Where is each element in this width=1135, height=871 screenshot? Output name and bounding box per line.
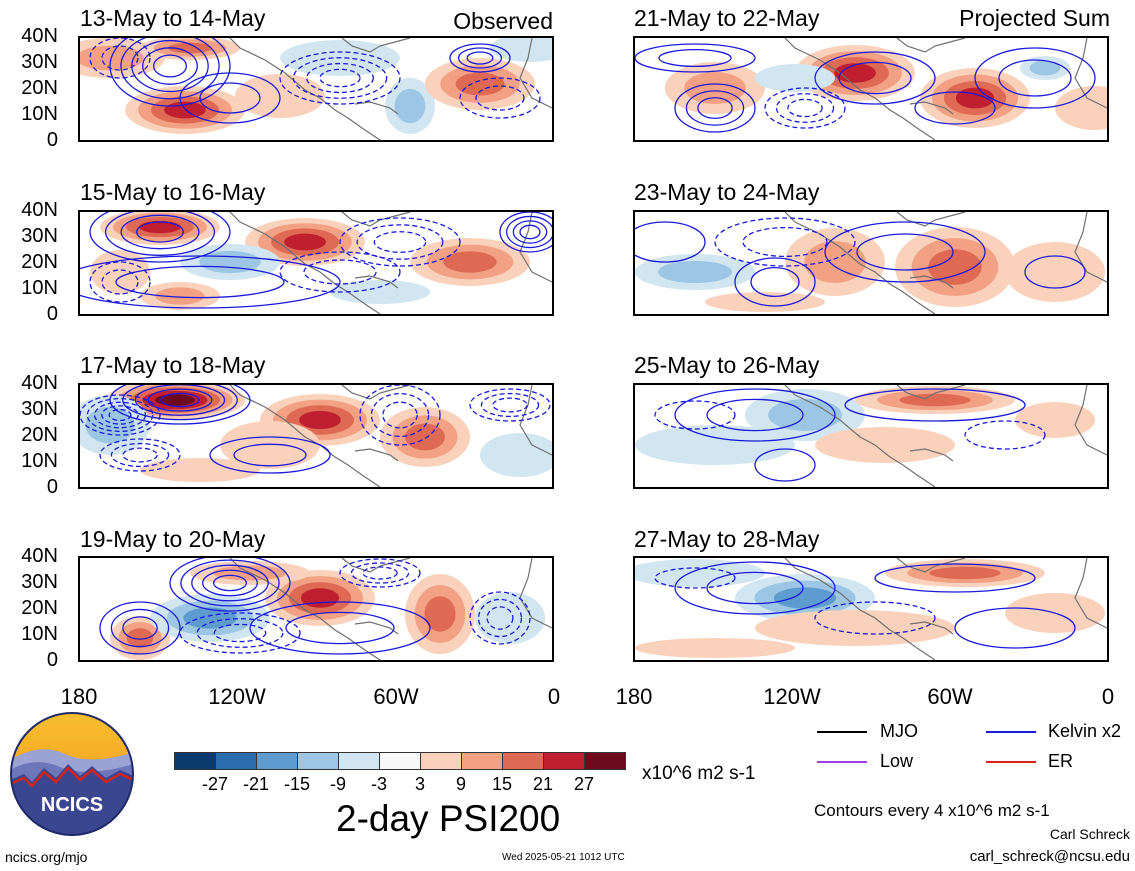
- colorbar-swatch: [420, 752, 462, 770]
- main-title: 2-day PSI200: [336, 798, 561, 839]
- panel-title-5: 21-May to 22-May: [634, 5, 820, 31]
- y-tick: 40N: [21, 199, 58, 221]
- y-tick: 20N: [21, 424, 58, 446]
- y-tick: 0: [46, 476, 58, 498]
- colorbar-tick-label: 21: [532, 774, 554, 794]
- y-tick: 30N: [21, 571, 58, 593]
- author-email: carl_schreck@ncsu.edu: [969, 848, 1130, 865]
- legend-label-mjo: MJO: [880, 721, 918, 741]
- colorbar-tick-label: -21: [242, 774, 270, 794]
- y-tick: 20N: [21, 597, 58, 619]
- panel-title-1: 13-May to 14-May: [80, 5, 266, 31]
- colorbar-swatch: [502, 752, 544, 770]
- colorbar-units: x10^6 m2 s-1: [642, 763, 756, 784]
- x-tick: 0: [1101, 684, 1115, 709]
- y-tick: 10N: [21, 623, 58, 645]
- map-panel-8: [633, 556, 1109, 662]
- author-name: Carl Schreck: [1049, 826, 1130, 842]
- colorbar-swatch: [461, 752, 503, 770]
- x-tick: 60W: [373, 684, 419, 709]
- legend-label-er: ER: [1048, 751, 1074, 771]
- panel-title-8: 27-May to 28-May: [634, 526, 820, 552]
- x-tick: 180: [615, 684, 653, 709]
- colorbar-tick-label: 3: [414, 774, 426, 794]
- y-tick: 30N: [21, 225, 58, 247]
- y-tick: 10N: [21, 103, 58, 125]
- colorbar-swatch: [297, 752, 339, 770]
- panel-title-3: 17-May to 18-May: [80, 352, 266, 378]
- x-tick: 0: [547, 684, 561, 709]
- timestamp: Wed 2025-05-21 1012 UTC: [502, 852, 625, 863]
- legend-line-er: [986, 761, 1036, 763]
- observed-label: Observed: [453, 8, 553, 34]
- y-tick: 0: [46, 303, 58, 325]
- x-tick: 120W: [208, 684, 266, 709]
- legend-label-kelvin: Kelvin x2: [1048, 721, 1122, 741]
- colorbar-tick-label: -9: [329, 774, 347, 794]
- colorbar-swatch: [379, 752, 421, 770]
- colorbar-tick-label: -27: [201, 774, 229, 794]
- legend-label-low: Low: [880, 751, 914, 771]
- colorbar-swatch: [543, 752, 585, 770]
- colorbar-tick-label: 27: [573, 774, 595, 794]
- colorbar-swatch: [584, 752, 626, 770]
- x-tick: 180: [60, 684, 98, 709]
- map-panel-1: [78, 36, 554, 142]
- colorbar-swatch: [215, 752, 257, 770]
- y-tick: 0: [46, 129, 58, 151]
- ncics-logo: NCICS: [10, 712, 134, 836]
- y-tick: 20N: [21, 251, 58, 273]
- colorbar-tick-label: -15: [283, 774, 311, 794]
- colorbar-tick-label: 15: [491, 774, 513, 794]
- y-tick: 40N: [21, 545, 58, 567]
- logo-text: NCICS: [41, 794, 103, 816]
- map-panel-4: [78, 556, 554, 662]
- colorbar-swatch: [174, 752, 216, 770]
- map-panel-5: [633, 36, 1109, 142]
- y-tick: 10N: [21, 277, 58, 299]
- y-tick: 40N: [21, 372, 58, 394]
- y-tick: 40N: [21, 25, 58, 47]
- contour-note: Contours every 4 x10^6 m2 s-1: [814, 801, 1050, 820]
- site-url: ncics.org/mjo: [5, 849, 88, 865]
- colorbar-tick-label: -3: [370, 774, 388, 794]
- x-tick: 120W: [763, 684, 821, 709]
- x-tick: 60W: [927, 684, 973, 709]
- panel-title-7: 25-May to 26-May: [634, 352, 820, 378]
- panel-title-6: 23-May to 24-May: [634, 179, 820, 205]
- legend-line-kelvin: [986, 731, 1036, 733]
- panel-title-4: 19-May to 20-May: [80, 526, 266, 552]
- y-tick: 10N: [21, 450, 58, 472]
- map-panel-6: [633, 210, 1109, 316]
- colorbar-swatch: [256, 752, 298, 770]
- y-tick: 30N: [21, 398, 58, 420]
- map-panel-2: [78, 210, 554, 316]
- panel-title-2: 15-May to 16-May: [80, 179, 266, 205]
- legend-line-mjo: [817, 731, 867, 733]
- y-tick: 30N: [21, 51, 58, 73]
- colorbar-swatch: [338, 752, 380, 770]
- legend-line-low: [817, 761, 867, 763]
- y-tick: 20N: [21, 77, 58, 99]
- y-tick: 0: [46, 649, 58, 671]
- map-panel-7: [633, 383, 1109, 489]
- map-panel-3: [78, 383, 554, 489]
- colorbar-tick-label: 9: [455, 774, 467, 794]
- projected-label: Projected Sum: [959, 5, 1110, 31]
